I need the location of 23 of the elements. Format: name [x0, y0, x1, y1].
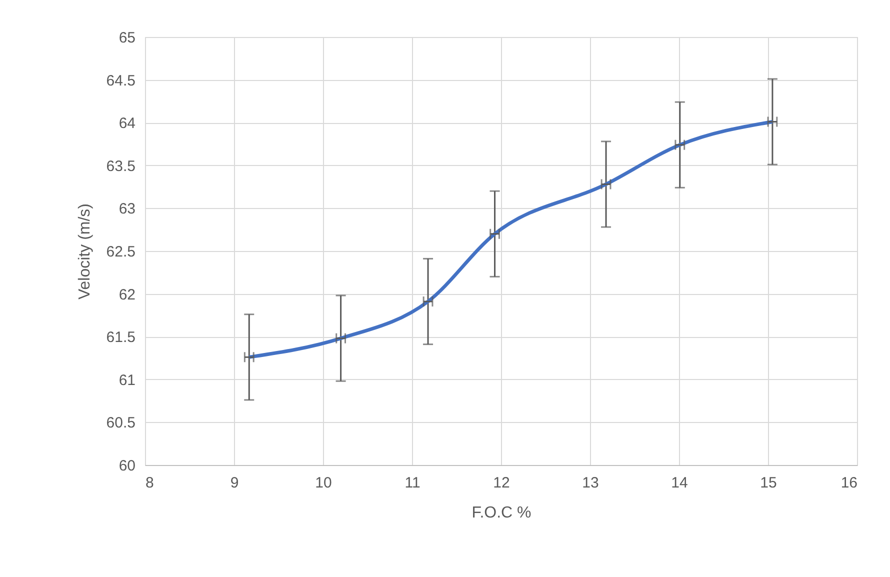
- x-tick-label: 12: [493, 474, 510, 492]
- y-tick-label: 64.5: [106, 72, 136, 90]
- x-tick-label: 9: [230, 474, 239, 492]
- x-tick-label: 14: [671, 474, 688, 492]
- y-tick-label: 63: [118, 200, 136, 218]
- y-tick-label: 62: [118, 286, 136, 304]
- x-tick-label: 10: [315, 474, 332, 492]
- x-tick-label: 11: [404, 474, 420, 492]
- x-tick-label: 16: [840, 474, 858, 492]
- y-tick-label: 63.5: [106, 158, 136, 175]
- y-tick-label: 60.5: [106, 414, 136, 432]
- line-series: [247, 120, 774, 359]
- y-tick-label: 65: [118, 30, 136, 46]
- x-tick-label: 15: [760, 474, 777, 492]
- y-tick-label: 61.5: [106, 329, 136, 346]
- x-axis-title: F.O.C %: [472, 504, 532, 522]
- y-tick-label: 60: [118, 458, 136, 474]
- y-axis-title: Velocity (m/s): [76, 203, 94, 300]
- y-tick-label: 64: [118, 115, 136, 132]
- x-tick-label: 8: [146, 474, 154, 492]
- y-tick-label: 62.5: [106, 244, 136, 260]
- y-tick-label: 61: [118, 372, 136, 389]
- x-tick-label: 13: [582, 474, 599, 492]
